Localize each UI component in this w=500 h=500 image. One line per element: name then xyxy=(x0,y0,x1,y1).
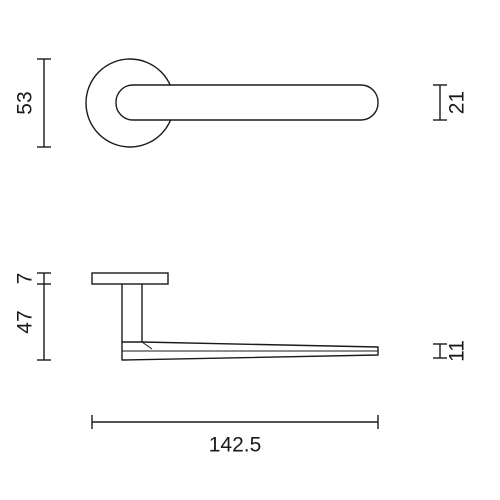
dimension-label: 53 xyxy=(14,91,37,114)
technical-drawing: 53 21 7 47 11 142.5 xyxy=(0,0,500,500)
dimension-label: 47 xyxy=(14,310,37,333)
dimension-label: 11 xyxy=(446,340,469,362)
dimension-label: 142.5 xyxy=(209,434,262,457)
rose-plate-outline xyxy=(92,273,168,284)
dimension-label: 21 xyxy=(446,91,469,114)
dimension-label: 7 xyxy=(14,273,37,285)
lever-top-outline xyxy=(116,85,378,120)
